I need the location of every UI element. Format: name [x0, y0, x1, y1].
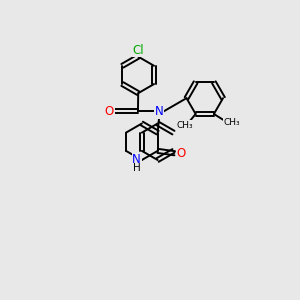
Text: O: O: [105, 105, 114, 118]
Text: CH₃: CH₃: [176, 121, 193, 130]
Text: Cl: Cl: [132, 44, 144, 57]
Text: N: N: [132, 153, 141, 166]
Text: O: O: [177, 147, 186, 160]
Text: CH₃: CH₃: [223, 118, 240, 127]
Text: N: N: [155, 105, 164, 118]
Text: H: H: [133, 163, 140, 173]
